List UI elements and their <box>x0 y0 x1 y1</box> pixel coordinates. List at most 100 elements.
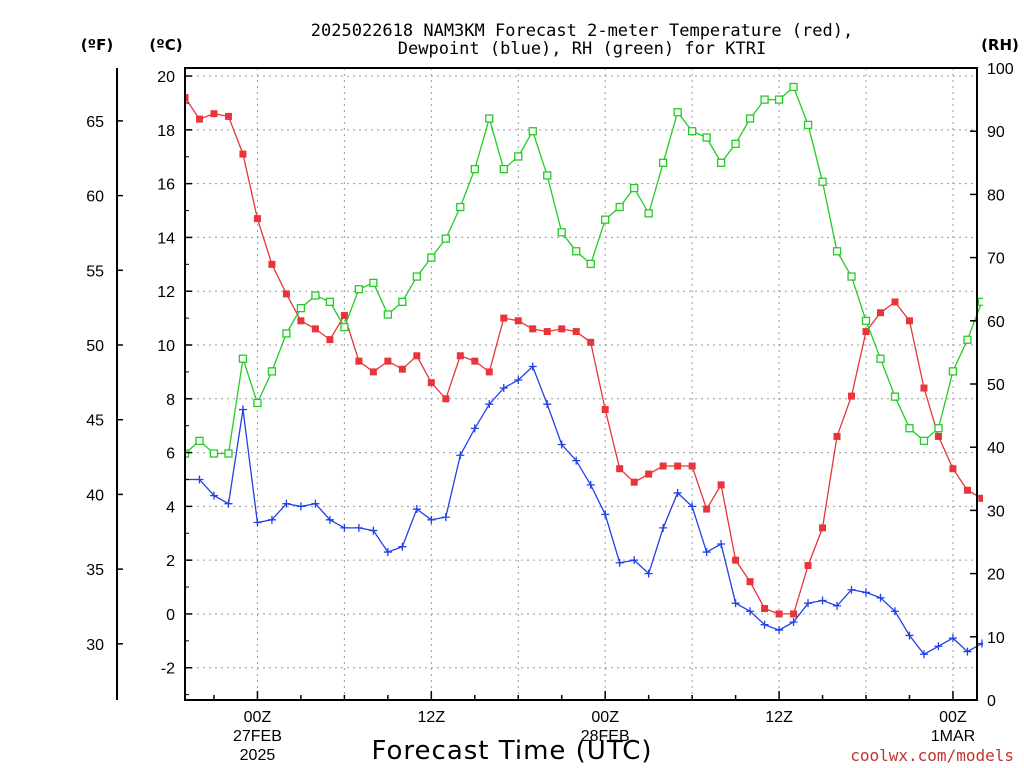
rh-point <box>427 253 436 262</box>
temperature-point <box>427 379 435 387</box>
rh-point <box>572 247 581 256</box>
temperature-point <box>848 392 856 400</box>
rh-point <box>441 234 450 243</box>
rh-point <box>185 449 190 458</box>
credit-text: coolwx.com/models <box>850 746 1014 765</box>
temperature-point <box>529 325 537 333</box>
chart-title-line-1: 2025022618 NAM3KM Forecast 2-meter Tempe… <box>311 21 853 41</box>
temperature-point <box>775 610 783 618</box>
dewpoint-point <box>325 515 334 524</box>
temperature-point <box>282 290 290 298</box>
rh-point <box>369 278 378 288</box>
temperature-point <box>905 317 913 325</box>
rh-point <box>296 304 306 313</box>
rh-point <box>673 108 682 117</box>
fahrenheit-tick-label: 60 <box>86 189 104 206</box>
temperature-point <box>587 338 595 346</box>
temperature-point <box>398 365 406 373</box>
fahrenheit-tick-label: 50 <box>86 338 104 355</box>
dewpoint-point <box>659 523 668 532</box>
dewpoint-point <box>456 451 465 460</box>
temperature-point <box>442 395 450 403</box>
rh-point <box>963 335 972 344</box>
dewpoint-point <box>601 510 610 519</box>
x-tick-year-label: 2025 <box>240 747 276 764</box>
celsius-tick-label: 4 <box>166 499 175 516</box>
celsius-tick-label: 18 <box>157 123 175 140</box>
rh-point <box>412 272 421 281</box>
temperature-point <box>268 260 276 268</box>
temperature-point <box>485 368 493 376</box>
rh-point <box>832 247 842 256</box>
temperature-point <box>572 328 580 336</box>
rh-point <box>687 127 697 136</box>
rh-point <box>325 297 335 306</box>
rh-point <box>993 286 1000 293</box>
temperature-point <box>790 610 798 618</box>
rh-point <box>847 272 856 281</box>
temperature-point <box>876 309 884 317</box>
temperature-point <box>514 317 522 325</box>
dewpoint-point <box>630 556 639 565</box>
rh-point <box>919 436 929 446</box>
temperature-point <box>558 325 566 333</box>
rh-point <box>543 171 552 180</box>
celsius-tick-label: -2 <box>161 661 175 678</box>
temperature-point <box>659 462 667 470</box>
rh-point <box>1007 292 1014 299</box>
temperature-point <box>862 328 870 336</box>
rh-point <box>485 114 494 123</box>
rh-tick-label: 30 <box>987 503 1005 520</box>
dewpoint-point <box>1007 658 1015 666</box>
temperature-point <box>384 357 392 365</box>
x-tick-label: 00Z <box>244 709 272 726</box>
dewpoint-point <box>543 400 552 409</box>
rh-axis-label: (RH) <box>981 36 1019 54</box>
dewpoint-point <box>992 648 1000 656</box>
dewpoint-point <box>746 607 755 616</box>
dewpoint-point <box>369 526 378 535</box>
temperature-point <box>543 328 551 336</box>
temperature-point <box>703 505 711 513</box>
temperature-point <box>819 524 827 532</box>
rh-point <box>340 322 349 332</box>
temperature-point <box>326 336 334 344</box>
temperature-point <box>978 494 983 502</box>
rh-point <box>789 82 798 92</box>
temperature-point <box>688 462 696 470</box>
x-tick-day-label: 1MAR <box>931 728 975 745</box>
dewpoint-point <box>948 634 957 643</box>
rh-point <box>398 297 407 306</box>
chart-title-line-2: Dewpoint (blue), RH (green) for KTRI <box>398 39 766 59</box>
temperature-point <box>601 406 609 414</box>
temperature-point <box>355 357 363 365</box>
rh-point <box>514 152 523 161</box>
temperature-point <box>253 215 261 223</box>
temperature-point <box>934 432 942 440</box>
dewpoint-point <box>717 540 726 549</box>
temperature-point <box>210 110 218 118</box>
dewpoint-point <box>905 631 914 640</box>
rh-tick-label: 80 <box>987 187 1005 204</box>
temperature-point <box>369 368 377 376</box>
celsius-tick-label: 12 <box>157 284 175 301</box>
temperature-point <box>311 325 319 333</box>
rh-point <box>195 436 204 446</box>
temperature-point <box>833 432 841 440</box>
rh-tick-label: 70 <box>987 251 1005 268</box>
dewpoint-point <box>862 588 871 597</box>
temperature-line <box>185 97 983 615</box>
dewpoint-point <box>833 601 842 610</box>
temperature-point <box>746 578 754 586</box>
rh-point <box>760 95 769 104</box>
rh-point <box>934 424 943 433</box>
fahrenheit-axis-label: (ºF) <box>81 36 113 54</box>
temperature-point <box>949 465 957 473</box>
celsius-tick-label: 14 <box>157 230 175 247</box>
dewpoint-point <box>890 607 899 616</box>
x-tick-label: 00Z <box>939 709 967 726</box>
dewpoint-point <box>818 596 827 605</box>
rh-point <box>586 259 595 269</box>
dewpoint-point <box>253 518 262 527</box>
rh-point <box>209 449 219 458</box>
